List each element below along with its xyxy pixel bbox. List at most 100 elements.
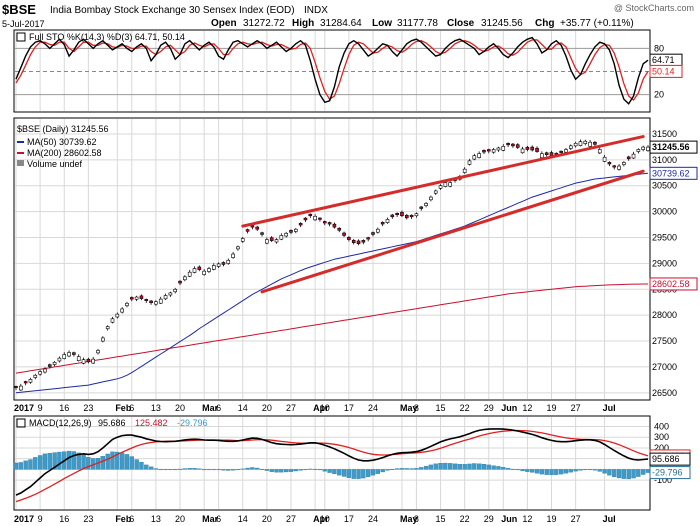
price-grid <box>15 119 649 399</box>
macd-hist-bar <box>129 456 134 470</box>
candle-body <box>158 298 163 304</box>
macd-date-tick-label: 9 <box>38 514 43 524</box>
macd-hist-bar <box>423 466 429 470</box>
candle-body <box>631 153 636 159</box>
macd-hist-bar <box>322 469 327 472</box>
candle-body <box>641 146 645 150</box>
macd-legend: MACD(12,26,9) 95.686 125.482 -29.796 <box>16 418 208 428</box>
candle-body <box>183 276 187 281</box>
candle-body <box>366 237 370 240</box>
macd-hist-bar <box>496 466 501 470</box>
candle-body <box>139 295 144 299</box>
ma50-tag-box <box>649 166 698 180</box>
macd-hist-bar <box>259 469 265 470</box>
macd-hist-bar <box>612 469 617 478</box>
macd-hist-bar <box>76 452 81 470</box>
candle-body <box>47 364 52 367</box>
candle-body <box>72 352 76 355</box>
candle-body <box>67 352 71 357</box>
macd-hist-bar <box>192 468 197 470</box>
candle-body <box>496 147 501 151</box>
macd-hist-bar <box>404 468 409 470</box>
macd-hist-bar <box>361 469 366 479</box>
close-value: 31245.56 <box>481 18 523 29</box>
date-tick-label: 15 <box>436 403 446 413</box>
candle-body <box>462 168 467 173</box>
macd-hist-bar <box>18 462 23 470</box>
candle-body <box>371 232 375 235</box>
candle-body <box>467 160 472 165</box>
macd-hist-bar <box>578 469 583 471</box>
date-tick-label: 27 <box>286 403 296 413</box>
macd-hist-bar <box>616 469 622 479</box>
candle-body <box>250 225 255 228</box>
macd-hist-bar <box>515 469 520 471</box>
candle-body <box>347 237 351 240</box>
date-tick-label: 13 <box>151 403 161 413</box>
macd-date-tick-label: Apr <box>313 514 329 524</box>
macd-hist-bar <box>414 468 419 470</box>
macd-hist-bar <box>235 469 241 471</box>
macd-signal-line <box>15 429 649 503</box>
symbol-label: $BSE <box>2 2 36 17</box>
candle-body <box>409 214 414 218</box>
candle-body <box>245 229 250 232</box>
candle-body <box>385 219 390 223</box>
date-tick-label: 16 <box>59 403 69 413</box>
macd-hist-bar <box>573 469 578 472</box>
macd-date-tick-label: 15 <box>436 514 446 524</box>
candle-body <box>395 212 399 216</box>
date-tick-label: May <box>400 403 418 413</box>
macd-tick-label: 300 <box>654 432 669 442</box>
candle-body <box>419 206 424 209</box>
candle-body <box>540 153 544 158</box>
macd-hist-bar <box>100 456 106 470</box>
candle-body <box>154 301 158 305</box>
candle-body <box>221 262 226 265</box>
candle-body <box>322 221 327 224</box>
macd-legend-signal: 125.482 <box>135 418 168 428</box>
macd-hist-bar <box>28 459 33 470</box>
candle-body <box>284 233 288 237</box>
candle-body <box>390 214 395 218</box>
macd-hist-bar <box>476 463 482 470</box>
candle-body <box>573 142 578 147</box>
candle-body <box>559 150 563 153</box>
candle-body <box>380 222 385 225</box>
macd-hist-bar <box>226 469 231 471</box>
macd-hist-bar <box>105 453 110 470</box>
macd-hist-bar <box>182 468 188 470</box>
macd-hist-bar <box>264 469 270 471</box>
macd-date-tick-label: 29 <box>484 514 494 524</box>
macd-hist-bar <box>187 468 192 470</box>
macd-date-tick-label: 16 <box>59 514 69 524</box>
candle-body <box>33 374 38 378</box>
exchange-label: INDX <box>304 5 328 16</box>
candle-body <box>76 356 81 362</box>
index-name: India Bombay Stock Exchange 30 Sensex In… <box>50 5 295 16</box>
sto-k-line <box>15 36 649 105</box>
candle-body <box>101 337 105 342</box>
macd-hist-bar <box>255 467 260 470</box>
date-tick-label: Mar <box>202 403 219 413</box>
macd-hist-bar <box>472 463 477 470</box>
macd-hist-bar <box>394 468 400 470</box>
macd-hist-bar <box>583 469 588 471</box>
macd-hist-bar <box>230 469 236 471</box>
macd-hist-bar <box>245 467 250 470</box>
date-tick-label: 27 <box>571 403 581 413</box>
macd-hist-bar <box>544 469 549 475</box>
macd-hist-bar <box>33 457 38 470</box>
macd-hist-bar <box>457 464 463 470</box>
sto-d-line <box>15 39 649 101</box>
volume-legend-swatch <box>17 160 24 166</box>
macd-date-tick-label: 27 <box>286 514 296 524</box>
date-tick-label: 6 <box>216 403 221 413</box>
macd-hist-bar <box>549 469 554 476</box>
macd-tick-label: -100 <box>654 475 672 485</box>
macd-hist-bar <box>486 464 491 470</box>
macd-date-tick-label: Mar <box>202 514 219 524</box>
macd-hist-bar <box>279 469 284 473</box>
macd-hist-bar <box>356 469 361 479</box>
candle-body <box>472 155 477 160</box>
